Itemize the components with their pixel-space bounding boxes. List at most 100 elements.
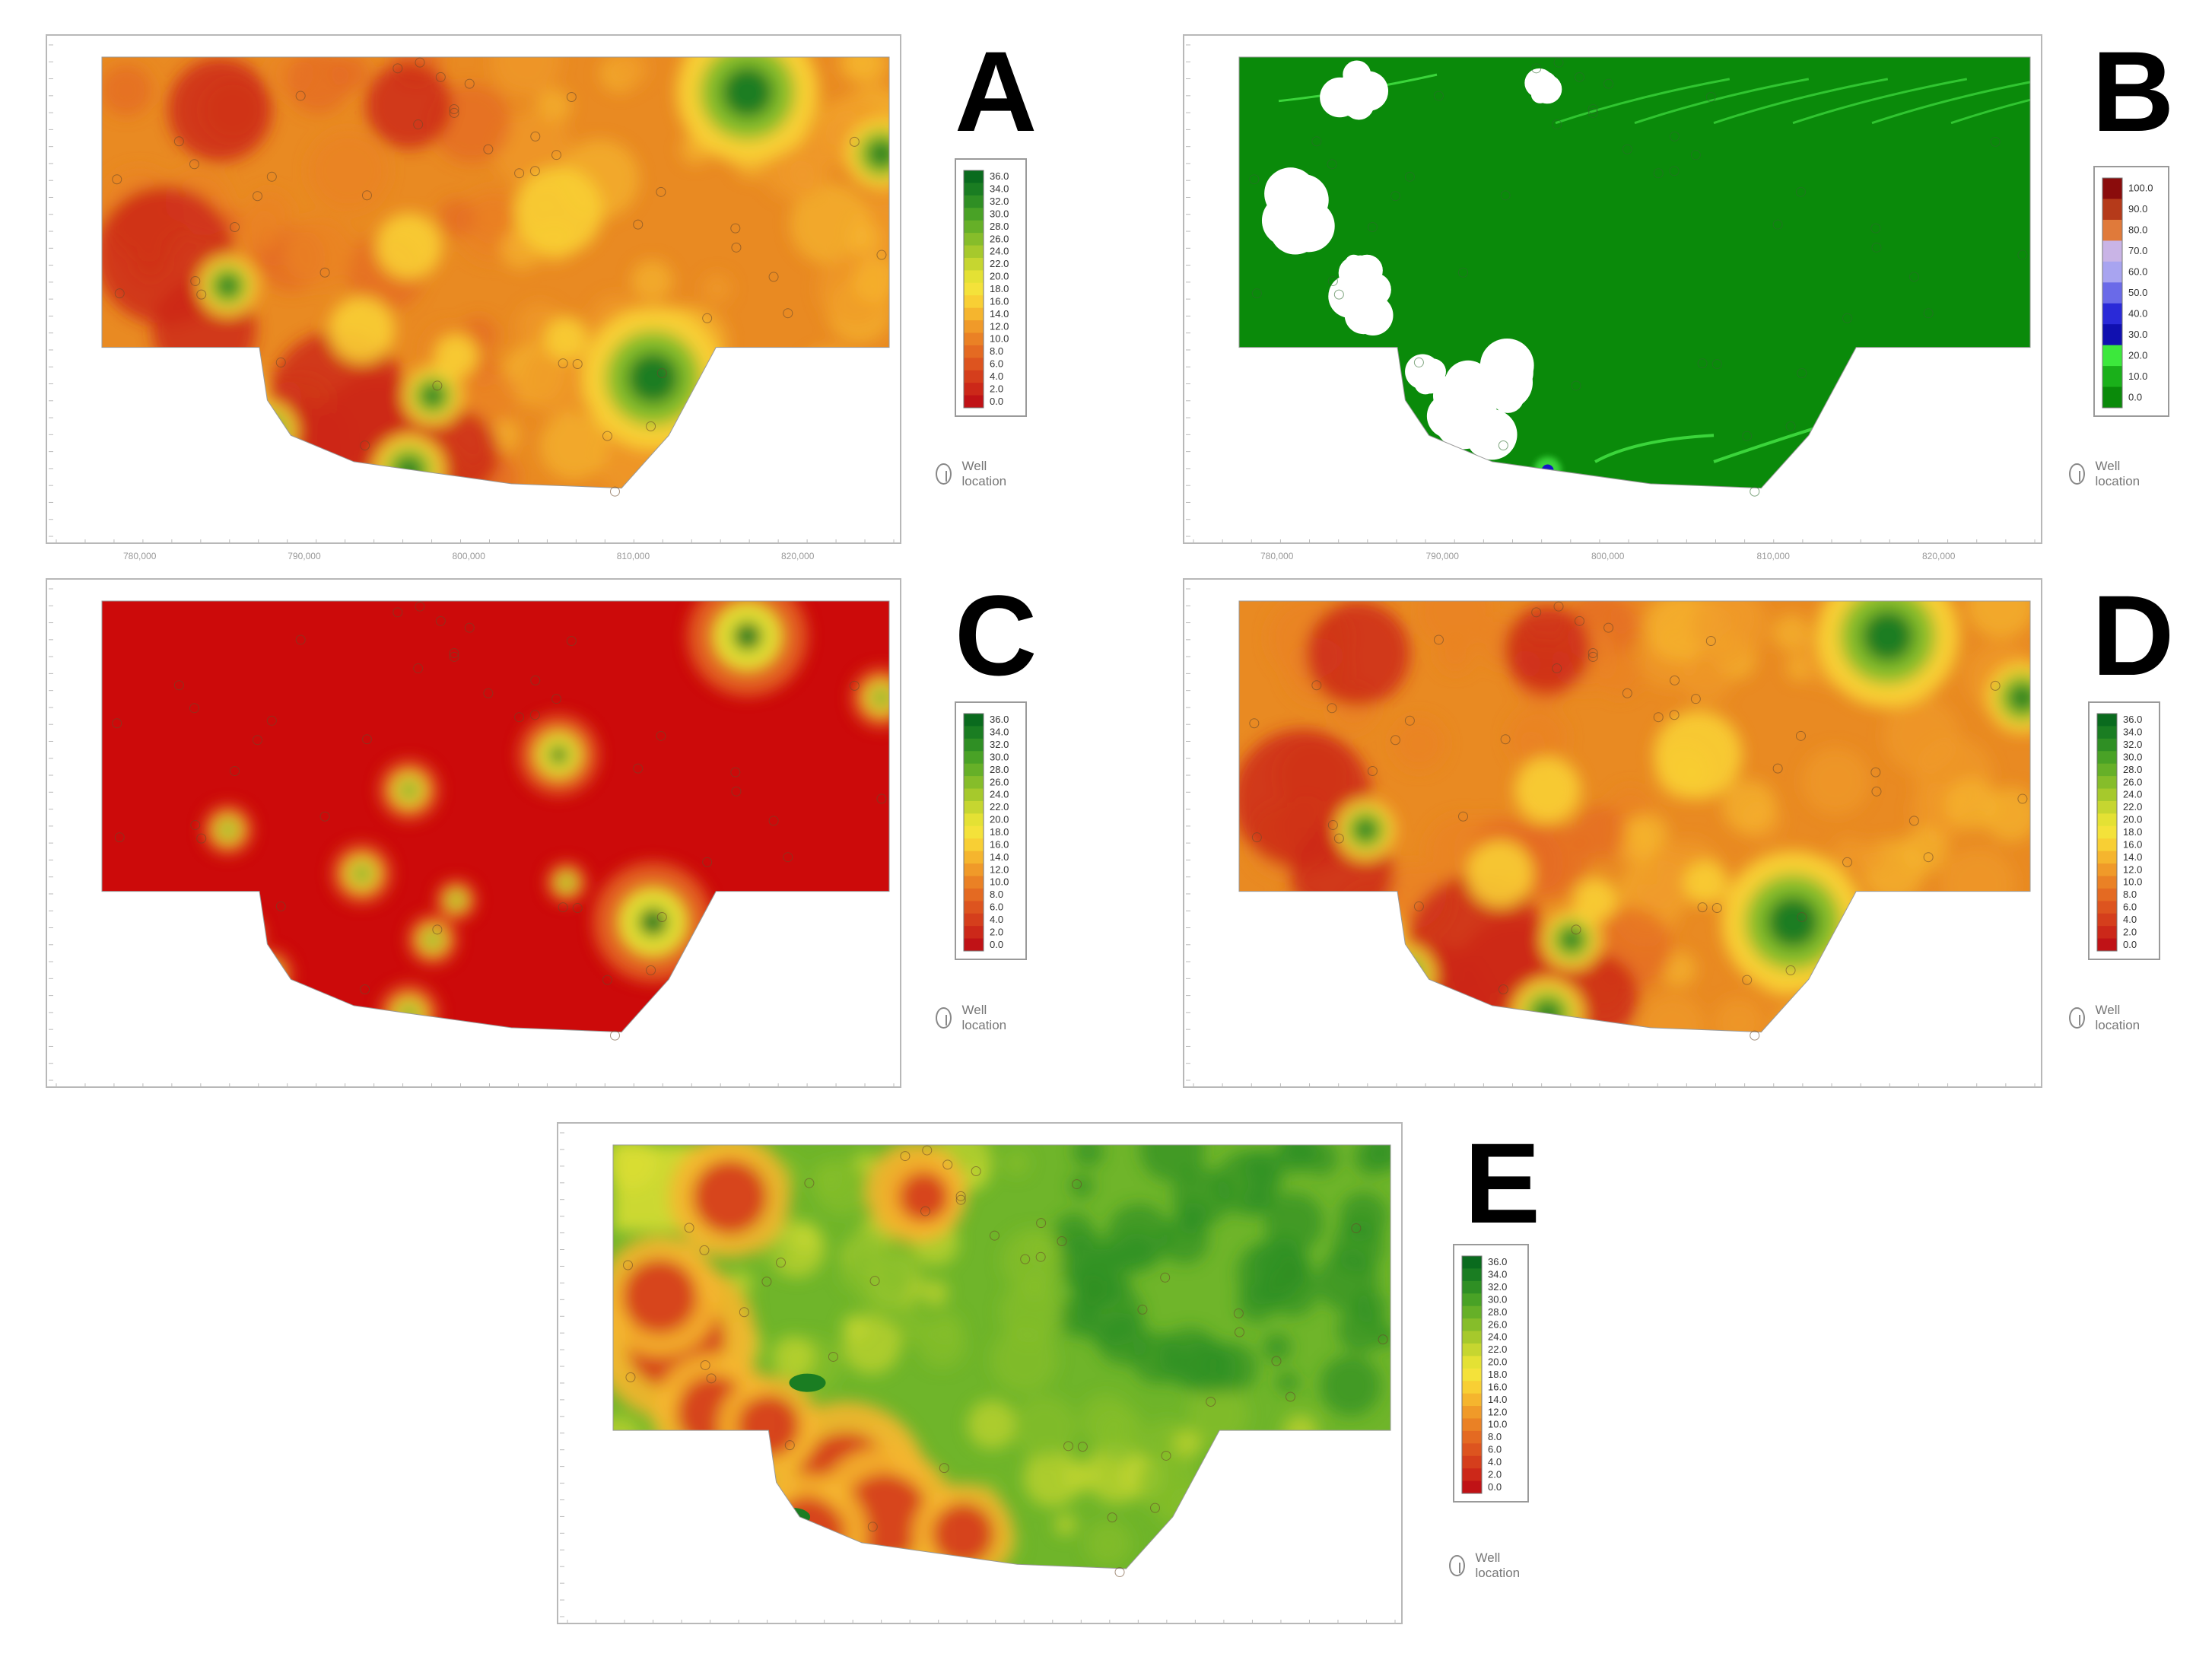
legend-tick-label: 28.0 — [990, 764, 1009, 775]
legend-tick-label: 10.0 — [1488, 1419, 1507, 1430]
panel-letter-b: B — [2092, 27, 2175, 155]
legend-d: 36.0 34.0 32.0 30.0 28.0 26.0 24.0 22.0 20.0 18.0… — [2088, 701, 2160, 960]
well-location-icon — [2069, 463, 2085, 485]
legend-swatch — [964, 714, 984, 727]
legend-swatch — [2097, 813, 2117, 827]
legend-swatch — [2102, 366, 2122, 388]
legend-tick-label: 10.0 — [990, 876, 1009, 888]
legend-swatch — [964, 332, 984, 346]
legend-swatch — [964, 851, 984, 864]
legend-tick-label: 34.0 — [990, 183, 1009, 195]
legend-swatch — [1462, 1305, 1482, 1319]
legend-tick-label: 0.0 — [990, 939, 1003, 950]
legend-swatch — [2102, 261, 2122, 283]
well-key-e-label: Well location — [1475, 1550, 1521, 1580]
well-location-icon — [936, 1007, 952, 1029]
legend-swatch — [964, 345, 984, 358]
legend-swatch — [964, 233, 984, 246]
legend-tick-label: 24.0 — [1488, 1331, 1507, 1343]
x-tick-label: 790,000 — [1426, 551, 1460, 561]
legend-swatch — [2097, 776, 2117, 790]
legend-swatch — [2102, 345, 2122, 367]
legend-swatch — [2102, 282, 2122, 304]
legend-tick-label: 40.0 — [2128, 307, 2147, 319]
x-tick-label: 820,000 — [1922, 551, 1956, 561]
legend-swatch — [964, 307, 984, 321]
legend-swatch — [2102, 199, 2122, 221]
legend-tick-label: 18.0 — [1488, 1369, 1507, 1380]
legend-tick-label: 30.0 — [1488, 1293, 1507, 1305]
legend-swatch — [2097, 851, 2117, 864]
legend-swatch — [2097, 763, 2117, 777]
well-key-e: Well location — [1449, 1550, 1526, 1581]
legend-swatch — [2102, 324, 2122, 346]
legend-tick-label: 32.0 — [2123, 739, 2142, 750]
legend-tick-label: 24.0 — [2123, 789, 2142, 800]
legend-tick-label: 100.0 — [2128, 183, 2153, 194]
legend-swatch — [1462, 1293, 1482, 1307]
legend-tick-label: 30.0 — [990, 208, 1009, 219]
legend-swatch — [964, 876, 984, 889]
legend-swatch — [964, 901, 984, 914]
x-tick-label: 780,000 — [123, 551, 157, 561]
x-tick-label: 800,000 — [1591, 551, 1625, 561]
legend-swatch — [1462, 1256, 1482, 1269]
legend-tick-label: 20.0 — [990, 271, 1009, 282]
legend-swatch — [1462, 1455, 1482, 1469]
legend-swatch — [2097, 838, 2117, 852]
legend-tick-label: 10.0 — [2128, 370, 2147, 382]
legend-tick-label: 22.0 — [2123, 801, 2142, 813]
legend-swatch — [964, 888, 984, 902]
well-key-a: Well location — [936, 459, 1012, 489]
legend-swatch — [964, 913, 984, 927]
legend-a-scale: 36.034.032.030.0 28.026.0 24.022.0 20.018.0… — [963, 170, 1009, 409]
x-tick-label: 820,000 — [781, 551, 815, 561]
legend-tick-label: 32.0 — [990, 196, 1009, 207]
legend-e: 36.0 34.0 32.0 30.0 28.0 26.0 24.0 22.0 20.0 18.0… — [1453, 1244, 1529, 1503]
legend-tick-label: 60.0 — [2128, 266, 2147, 278]
well-key-c: Well location — [936, 1003, 1012, 1033]
legend-c: 36.0 34.0 32.0 30.0 28.0 26.0 24.0 22.0 20.0 18.0… — [955, 701, 1027, 960]
legend-tick-label: 22.0 — [1488, 1344, 1507, 1355]
legend-tick-label: 20.0 — [1488, 1356, 1507, 1368]
legend-tick-label: 26.0 — [990, 776, 1009, 787]
legend-a: 36.0 34.0 32.0 30.0 28.0 26.0 24.0 22.0 20.0 18.0… — [955, 158, 1027, 417]
legend-tick-label: 12.0 — [990, 863, 1009, 875]
legend-tick-label: 4.0 — [990, 914, 1003, 925]
panel-letter-d: D — [2092, 571, 2175, 699]
x-tick-label: 790,000 — [288, 551, 321, 561]
legend-tick-label: 8.0 — [990, 889, 1003, 900]
legend-tick-label: 0.0 — [2128, 391, 2142, 402]
well-key-d: Well location — [2069, 1003, 2146, 1033]
legend-tick-label: 2.0 — [2123, 926, 2137, 937]
legend-b-scale: 100.0 90.0 80.0 70.0 60.0 50.0 40.0 30.0 20.0 10.… — [2102, 177, 2153, 409]
legend-tick-label: 12.0 — [1488, 1406, 1507, 1417]
legend-swatch — [964, 838, 984, 852]
well-location-icon — [936, 463, 952, 485]
legend-swatch — [964, 926, 984, 940]
legend-tick-label: 4.0 — [1488, 1456, 1502, 1468]
map-surface-a — [102, 57, 889, 488]
legend-tick-label: 26.0 — [1488, 1318, 1507, 1330]
map-frame-b: 780,000 790,000 800,000 810,000 820,000 — [1183, 34, 2042, 561]
legend-tick-label: 18.0 — [990, 826, 1009, 838]
legend-e-scale: 36.0 34.032.030.028.026.024.022.020.018.0… — [1461, 1255, 1507, 1494]
legend-swatch — [964, 257, 984, 271]
legend-tick-label: 50.0 — [2128, 287, 2147, 298]
x-tick-label: 810,000 — [1757, 551, 1791, 561]
legend-tick-label: 12.0 — [990, 320, 1009, 332]
legend-swatch — [964, 183, 984, 196]
map-e — [560, 1132, 1396, 1624]
legend-tick-label: 16.0 — [990, 838, 1009, 850]
legend-swatch — [964, 776, 984, 790]
map-c — [49, 588, 895, 1088]
well-key-b: Well location — [2069, 459, 2146, 489]
legend-swatch — [964, 788, 984, 802]
legend-swatch — [964, 763, 984, 777]
legend-tick-label: 34.0 — [990, 727, 1009, 738]
legend-swatch — [2097, 863, 2117, 876]
legend-tick-label: 36.0 — [990, 714, 1009, 725]
legend-tick-label: 0.0 — [990, 396, 1003, 407]
legend-swatch — [964, 800, 984, 814]
legend-tick-label: 4.0 — [2123, 914, 2137, 925]
